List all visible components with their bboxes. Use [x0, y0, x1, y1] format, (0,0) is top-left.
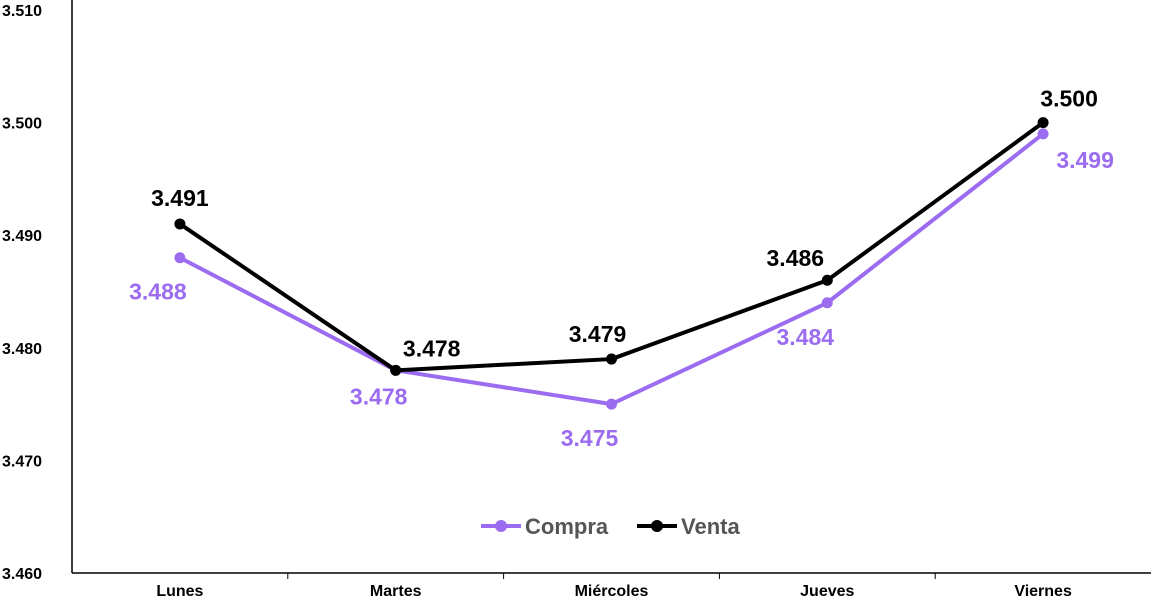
x-tick-label: Lunes: [156, 583, 203, 600]
legend-item-compra: Compra: [481, 514, 609, 539]
data-point-compra: [821, 297, 833, 309]
data-labels: 3.488 3.478 3.475 3.484 3.499 3.491 3.478 3.479…: [129, 86, 1114, 452]
legend: Compra Venta: [481, 514, 740, 539]
data-point-venta: [174, 218, 186, 230]
data-label-venta: 3.500: [1040, 86, 1098, 112]
data-point-venta: [821, 274, 833, 286]
data-label-venta: 3.486: [767, 245, 825, 271]
data-point-compra: [1037, 128, 1049, 140]
data-point-compra: [606, 398, 617, 410]
data-label-venta: 3.491: [151, 185, 209, 211]
legend-item-venta: Venta: [637, 514, 740, 539]
data-label-compra: 3.478: [350, 383, 408, 409]
data-point-venta: [606, 353, 617, 365]
legend-marker: [495, 520, 507, 532]
y-tick-label: 3.470: [2, 453, 42, 470]
x-tick-label: Martes: [370, 583, 422, 600]
y-tick-label: 3.500: [2, 116, 42, 133]
data-label-compra: 3.499: [1056, 147, 1114, 173]
y-tick-label: 3.480: [2, 341, 42, 358]
legend-marker: [651, 520, 663, 532]
data-label-venta: 3.479: [569, 321, 627, 347]
legend-label: Compra: [525, 514, 609, 539]
data-point-venta: [390, 364, 402, 376]
data-point-compra: [174, 252, 186, 264]
data-point-venta: [1037, 117, 1049, 129]
series-lines: [174, 117, 1049, 410]
x-tick-label: Viernes: [1014, 583, 1072, 600]
data-label-compra: 3.488: [129, 279, 187, 305]
data-label-compra: 3.475: [561, 425, 619, 451]
y-tick-label: 3.510: [2, 3, 42, 20]
x-tick-label: Miércoles: [575, 583, 649, 600]
y-tick-label: 3.490: [2, 228, 42, 245]
legend-label: Venta: [681, 514, 740, 539]
data-label-compra: 3.484: [777, 324, 835, 350]
y-tick-label: 3.460: [2, 566, 42, 583]
data-label-venta: 3.478: [403, 335, 461, 361]
x-tick-label: Jueves: [800, 583, 854, 600]
